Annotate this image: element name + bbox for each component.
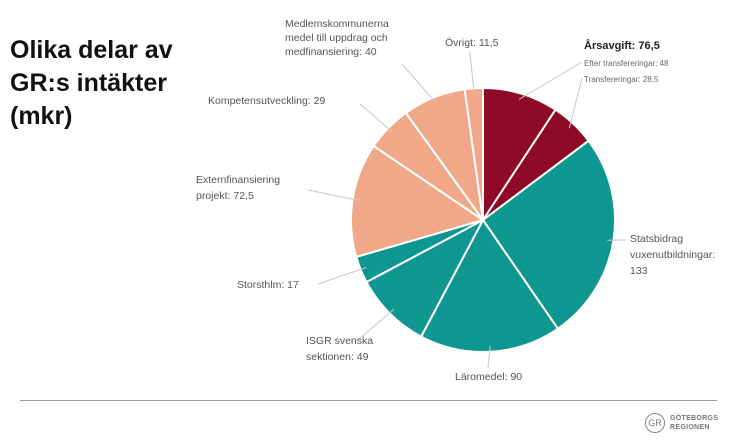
title-line-3: (mkr): [10, 102, 73, 130]
title-line-1: Olika delar av: [10, 36, 173, 64]
leader-line: [487, 345, 491, 369]
label-ovrigt: Övrigt: 11,5: [445, 37, 499, 49]
chart-title: Olika delar av GR:s intäkter (mkr): [10, 34, 210, 133]
footer-divider: [20, 400, 717, 401]
label-storsthlm: Storsthlm: 17: [237, 279, 299, 291]
leader-line: [469, 51, 475, 95]
leader-line: [307, 189, 359, 201]
gr-logo-mark: GR: [645, 413, 665, 433]
label-laromedel: Läromedel: 90: [455, 371, 523, 383]
label-externfinansiering: Externfinansiering projekt: 72,5: [196, 174, 281, 202]
label-kompetensutveckling: Kompetensutveckling: 29: [208, 95, 326, 107]
leader-line: [317, 267, 367, 285]
leader-line: [518, 61, 583, 100]
leader-line: [401, 63, 437, 104]
pie-slice-läromedel: [419, 218, 560, 353]
title-line-2: GR:s intäkter: [10, 69, 167, 97]
label-transfereringar: Transfereringar: 28,5: [584, 75, 659, 84]
pie-slice-statsbidrag-vuxenutbildningar: [481, 139, 616, 331]
goteborgsregionen-logo: GR GÖTEBORGS REGIONEN: [645, 413, 727, 437]
leader-lines: [307, 51, 627, 369]
leader-line: [357, 308, 395, 341]
logo-word-2: REGIONEN: [670, 424, 710, 431]
label-arsavgift: Årsavgift: 76,5: [584, 40, 660, 52]
label-medlemskommunerna: Medlemskommunerna medel till uppdrag och…: [285, 18, 389, 58]
label-efter-transfereringar: Efter transfereringar: 48: [584, 59, 669, 68]
label-statsbidrag: Statsbidrag vuxenutbildningar: 133: [630, 233, 716, 277]
pie-slices: [350, 86, 616, 353]
leader-line: [359, 103, 393, 133]
logo-word-1: GÖTEBORGS: [670, 415, 719, 422]
leader-line: [568, 77, 583, 129]
pie-slice-efter-transfereringar: [482, 86, 557, 224]
label-isgr: ISGR svenska sektionen: 49: [306, 335, 374, 363]
